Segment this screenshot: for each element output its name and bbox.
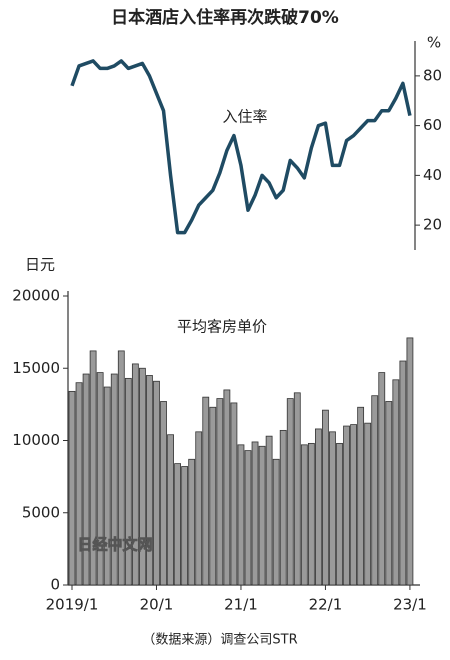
bar bbox=[68, 390, 76, 586]
bar bbox=[385, 401, 393, 586]
bar bbox=[329, 431, 336, 586]
bar bbox=[371, 395, 379, 586]
bar bbox=[75, 382, 83, 586]
line bbox=[70, 59, 412, 235]
bar bbox=[307, 442, 315, 586]
x-tick-label: 21/1 bbox=[224, 596, 258, 614]
watermark: 日经中文网 bbox=[77, 536, 152, 554]
bar bbox=[364, 422, 372, 586]
bar bbox=[153, 380, 160, 586]
bar bbox=[300, 444, 308, 586]
bar bbox=[188, 458, 196, 586]
bar bbox=[124, 377, 132, 586]
series-label: 平均客房单价 bbox=[177, 318, 267, 336]
bar bbox=[131, 363, 139, 586]
y-tick-label: 10000 bbox=[12, 431, 60, 449]
y2-tick-label: 40 bbox=[423, 166, 442, 184]
bar bbox=[237, 444, 245, 586]
bar bbox=[406, 337, 414, 586]
bar bbox=[350, 424, 358, 586]
bar bbox=[251, 441, 259, 586]
y2-tick-label: 80 bbox=[423, 66, 442, 84]
bar bbox=[286, 398, 294, 586]
bar bbox=[357, 406, 365, 586]
y2-tick-label: 60 bbox=[423, 116, 442, 134]
bar bbox=[279, 429, 287, 586]
bar bbox=[96, 372, 104, 586]
bar bbox=[89, 350, 97, 586]
bar bbox=[293, 392, 301, 586]
bar bbox=[265, 435, 273, 586]
x-tick-label: 22/1 bbox=[309, 596, 343, 614]
bar bbox=[343, 425, 350, 586]
bar bbox=[258, 445, 266, 586]
bar bbox=[399, 360, 407, 586]
bar bbox=[195, 431, 203, 586]
bar bbox=[160, 401, 167, 586]
bar bbox=[82, 373, 90, 586]
y-tick-label: 0 bbox=[50, 576, 60, 594]
series-label: 入住率 bbox=[222, 108, 267, 126]
bar bbox=[272, 458, 280, 586]
bar bbox=[244, 450, 252, 586]
chart-title: 日本酒店入住率再次跌破70% bbox=[111, 7, 339, 28]
bar bbox=[146, 375, 153, 586]
bar bbox=[117, 350, 125, 586]
bar bbox=[202, 396, 210, 586]
x-tick-label: 2019/1 bbox=[46, 596, 99, 614]
bar bbox=[209, 406, 217, 586]
bar bbox=[322, 409, 329, 586]
bar bbox=[216, 398, 224, 586]
bar bbox=[110, 373, 118, 586]
bar bbox=[223, 389, 231, 586]
y-tick-label: 20000 bbox=[12, 287, 60, 305]
y-tick-label: 15000 bbox=[12, 359, 60, 377]
bar bbox=[392, 379, 400, 586]
x-tick-label: 20/1 bbox=[140, 596, 174, 614]
bar bbox=[314, 428, 322, 586]
y2-axis-label: % bbox=[427, 34, 441, 52]
bar bbox=[103, 386, 111, 586]
bar bbox=[167, 434, 174, 586]
x-tick-label: 23/1 bbox=[393, 596, 427, 614]
bar bbox=[138, 367, 146, 586]
y-tick-label: 5000 bbox=[22, 503, 60, 521]
y2-tick-label: 20 bbox=[423, 216, 442, 234]
bar bbox=[336, 442, 343, 586]
bar bbox=[181, 466, 189, 586]
y-axis-label: 日元 bbox=[25, 256, 55, 274]
bar bbox=[174, 463, 182, 586]
bar bbox=[230, 402, 238, 586]
bar bbox=[378, 372, 386, 586]
source-note: （数据来源）调查公司STR bbox=[142, 633, 297, 648]
